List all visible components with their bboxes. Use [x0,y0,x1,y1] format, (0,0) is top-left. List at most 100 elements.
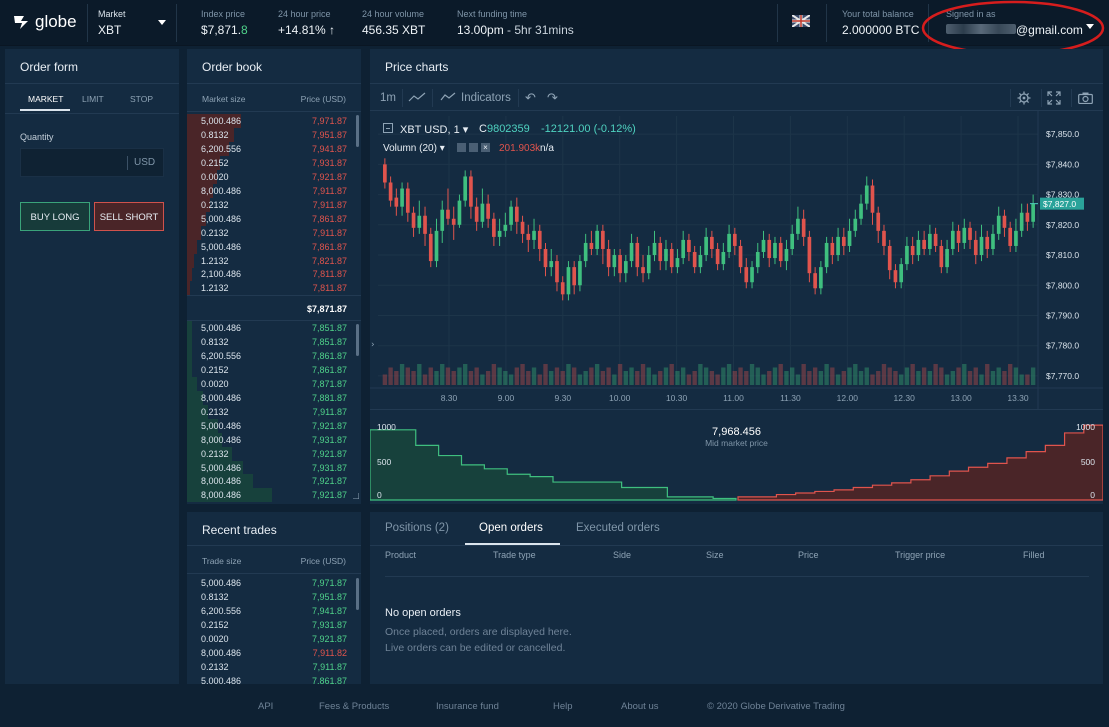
bid-row[interactable]: 0.0020 7,871.87 [187,376,361,391]
bid-row[interactable]: 0.2132 7,911.87 [187,404,361,419]
bid-row[interactable]: 5,000.486 7,851.87 [187,321,361,335]
ask-depth-bar [187,169,217,184]
sell-short-button[interactable]: SELL SHORT [94,202,164,231]
trade-row[interactable]: 6,200.556 7,941.87 [187,604,361,618]
eye-icon[interactable] [457,143,466,152]
ask-row[interactable]: 2,100.486 7,811.87 [187,267,361,282]
ask-size: 0.2152 [201,157,229,168]
volume-bar [876,371,881,385]
logo-text[interactable]: globe [35,12,77,31]
bid-depth-bar [187,488,273,503]
bid-row[interactable]: 5,000.486 7,921.87 [187,418,361,433]
candle-body [985,236,990,249]
ask-row[interactable]: 1.2132 7,811.87 [187,281,361,296]
volume-bar [812,367,818,385]
uk-flag-icon[interactable] [792,15,810,27]
x-tick-label: 12.00 [837,393,859,403]
bid-row[interactable]: 8,000.486 7,931.87 [187,432,361,447]
trade-row[interactable]: 5,000.486 7,971.87 [187,576,361,590]
footer-link-api[interactable]: API [258,701,274,712]
fullscreen-icon[interactable] [1047,91,1061,105]
volume-bar [394,371,399,385]
bid-row[interactable]: 0.2152 7,861.87 [187,362,361,377]
ask-row[interactable]: 8,000.486 7,911.87 [187,183,361,198]
currency-label: USD [134,157,156,168]
trade-row[interactable]: 5,000.486 7,861.87 [187,674,361,684]
settings-gear-icon[interactable] [1017,91,1031,105]
volume-bar [1025,374,1030,385]
ask-row[interactable]: 5,000.486 7,861.87 [187,211,361,226]
ask-size: 1.2132 [201,255,229,266]
bid-row[interactable]: 0.2132 7,921.87 [187,446,361,461]
ask-row[interactable]: 1.2132 7,821.87 [187,253,361,268]
candle-body [669,248,674,268]
chart-type-icon[interactable] [408,91,426,103]
chart-symbol[interactable]: XBT USD, 1 ▾ [400,124,469,136]
volume-bar [549,371,554,385]
volume-bar [927,371,933,385]
indicators-icon[interactable] [440,92,456,102]
tab-open-orders[interactable]: Open orders [479,522,543,534]
collapse-legend-icon[interactable] [383,123,393,133]
asks-scrollbar[interactable] [356,115,359,147]
trade-row[interactable]: 0.2152 7,931.87 [187,618,361,632]
candle-body [732,233,737,246]
bid-row[interactable]: 0.8132 7,851.87 [187,334,361,349]
redo-icon[interactable]: ↷ [547,90,558,105]
camera-icon[interactable] [1078,92,1093,104]
footer-link-insurance[interactable]: Insurance fund [436,701,499,712]
candle-body [514,206,519,222]
candle [893,264,898,289]
settings-small-icon[interactable] [469,143,478,152]
tab-stop[interactable]: STOP [130,94,153,104]
candle-body [664,248,668,262]
bid-row[interactable]: 8,000.486 7,921.87 [187,488,361,503]
undo-icon[interactable]: ↶ [525,90,536,105]
ask-row[interactable]: 0.0020 7,921.87 [187,169,361,184]
account-menu[interactable]: Signed in as @gmail.com [929,0,1104,46]
footer-link-fees[interactable]: Fees & Products [319,701,390,712]
volume-bar [543,364,548,385]
tab-limit[interactable]: LIMIT [82,94,104,104]
ask-row[interactable]: 6,200.556 7,941.87 [187,141,361,156]
footer-link-help[interactable]: Help [553,701,573,712]
trade-size: 6,200.556 [201,605,242,616]
bid-row[interactable]: 8,000.486 7,881.87 [187,390,361,405]
candlestick-chart[interactable]: 8.30 9.00 9.30 10.00 10.30 11.00 11.30 12.00 12.… [370,111,1103,409]
bid-row[interactable]: 8,000.486 7,921.87 [187,474,361,489]
volume-bar [847,367,852,385]
candle [928,224,932,256]
tab-executed-orders[interactable]: Executed orders [576,522,660,534]
volume-bar [686,374,692,385]
resize-handle-icon[interactable] [353,493,359,499]
trade-row[interactable]: 0.2132 7,911.87 [187,660,361,674]
bid-price: 7,861.87 [311,364,347,375]
bid-row[interactable]: 5,000.486 7,931.87 [187,460,361,475]
bid-row[interactable]: 6,200.556 7,861.87 [187,348,361,363]
trade-row[interactable]: 8,000.486 7,911.82 [187,646,361,660]
bids-scrollbar[interactable] [356,324,359,356]
trade-row[interactable]: 0.8132 7,951.87 [187,590,361,604]
depth-chart[interactable] [370,410,1103,504]
ask-row[interactable]: 0.2132 7,911.87 [187,225,361,240]
volume-bar [824,364,829,385]
ask-row[interactable]: 0.2152 7,931.87 [187,155,361,170]
trade-row[interactable]: 0.0020 7,921.87 [187,632,361,646]
trades-scrollbar[interactable] [356,578,359,610]
footer-link-about[interactable]: About us [621,701,659,712]
candle [428,227,433,268]
interval-button[interactable]: 1m [380,92,396,104]
ask-row[interactable]: 5,000.486 7,971.87 [187,114,361,128]
close-icon[interactable]: × [481,143,490,152]
indicators-button[interactable]: Indicators [461,92,511,104]
tab-market[interactable]: MARKET [20,87,70,111]
ask-row[interactable]: 0.2132 7,911.87 [187,197,361,212]
ask-row[interactable]: 5,000.486 7,861.87 [187,239,361,254]
candle [623,255,628,283]
ask-row[interactable]: 0.8132 7,951.87 [187,127,361,142]
volume-indicator-label[interactable]: Volumn (20) ▾ [383,143,445,154]
quantity-input[interactable]: USD [20,148,164,177]
tab-positions[interactable]: Positions (2) [385,522,449,534]
market-selector[interactable]: Market XBT [88,0,176,46]
buy-long-button[interactable]: BUY LONG [20,202,90,231]
